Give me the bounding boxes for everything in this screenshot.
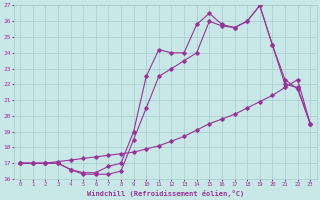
X-axis label: Windchill (Refroidissement éolien,°C): Windchill (Refroidissement éolien,°C) <box>86 190 244 197</box>
